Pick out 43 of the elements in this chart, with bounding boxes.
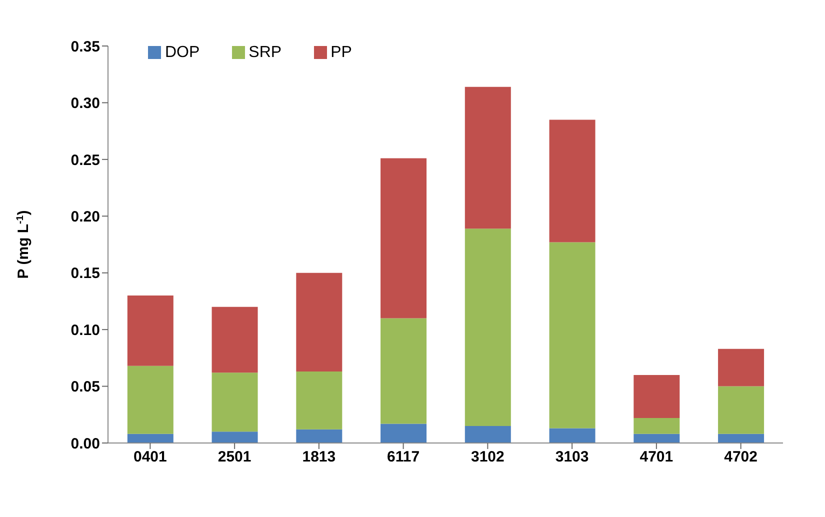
x-tick-label: 3102 [471,448,504,466]
bar [634,374,680,418]
bar [718,434,764,443]
y-tick-label: 0.30 [70,95,100,112]
bar [380,158,427,318]
x-tick-label: 6117 [387,448,420,466]
x-tick-label: 3103 [555,448,589,466]
bar [464,86,511,229]
y-tick-label: 0.00 [70,435,100,452]
x-tick-label: 0401 [134,448,167,466]
bar [718,386,764,434]
bar [549,428,596,443]
legend-label: DOP [165,44,200,61]
bar [549,242,596,428]
y-tick-label: 0.20 [70,208,100,226]
legend-label: PP [330,44,352,61]
y-tick-label: 0.25 [70,152,100,169]
bar [296,429,342,443]
bar [296,372,342,430]
bar [127,296,174,366]
y-tick-label: 0.10 [70,322,100,339]
legend-label: SRP [248,44,282,61]
x-tick-label: 1813 [302,448,336,466]
y-tick-label: 0.05 [70,378,100,396]
bar [127,366,174,434]
bar [127,434,174,443]
bar [212,306,258,373]
bar [464,228,511,426]
bar [212,432,258,443]
x-tick-label: 2501 [218,448,252,466]
x-tick-label: 4701 [640,448,674,466]
y-tick-label: 0.35 [70,38,100,56]
bar [380,424,427,443]
bar [634,434,680,443]
bar [212,372,258,432]
bar [634,418,680,434]
y-tick-label: 0.15 [70,265,100,282]
x-tick-label: 4702 [724,448,758,466]
bar [380,318,427,424]
bar [549,120,596,242]
bar [464,426,511,443]
bar [296,272,342,372]
bar [718,348,764,386]
